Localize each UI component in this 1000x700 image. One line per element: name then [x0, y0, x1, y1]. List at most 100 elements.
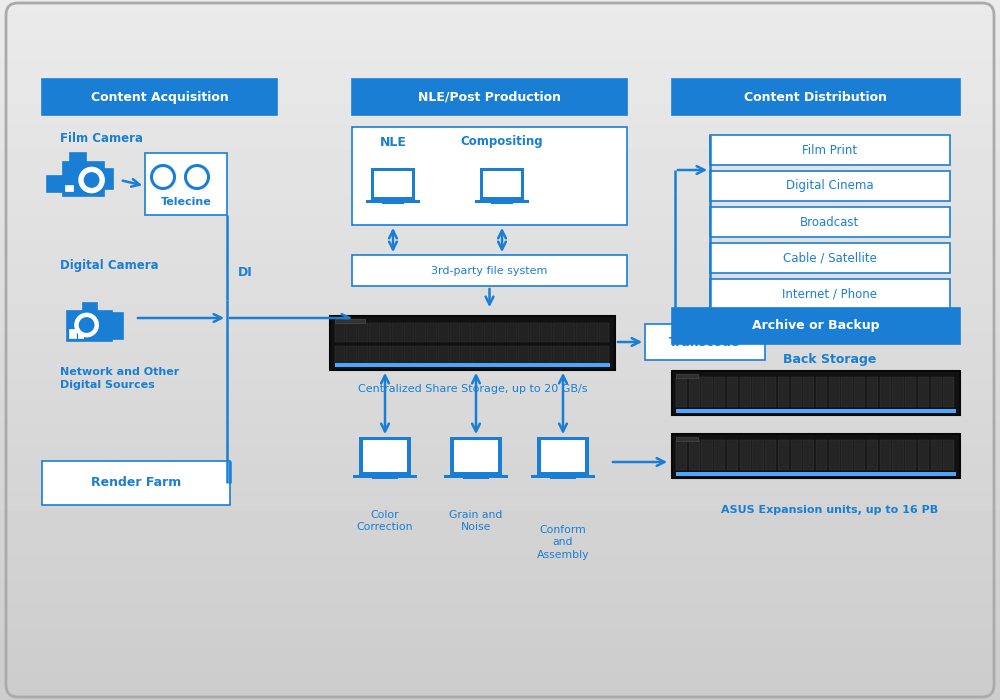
Text: Network and Other
Digital Sources: Network and Other Digital Sources: [60, 367, 179, 390]
Bar: [829, 440, 840, 470]
Bar: [83, 303, 96, 311]
Circle shape: [79, 318, 94, 332]
Bar: [752, 440, 764, 470]
Bar: [415, 323, 426, 342]
Bar: [537, 438, 589, 475]
Bar: [346, 323, 357, 342]
Bar: [710, 279, 950, 309]
Bar: [587, 323, 598, 342]
Bar: [701, 377, 713, 407]
Bar: [676, 374, 698, 378]
Bar: [463, 478, 489, 480]
Bar: [550, 478, 576, 480]
Text: Telecine: Telecine: [161, 197, 211, 207]
Bar: [710, 135, 950, 165]
Bar: [352, 127, 627, 225]
Text: DI: DI: [238, 265, 253, 279]
Bar: [791, 440, 802, 470]
Bar: [42, 461, 230, 505]
Bar: [507, 346, 517, 365]
Bar: [714, 440, 725, 470]
Bar: [104, 169, 113, 189]
Bar: [892, 377, 904, 407]
Bar: [676, 440, 687, 470]
Bar: [450, 323, 460, 342]
Bar: [892, 440, 904, 470]
Text: Digital Camera: Digital Camera: [60, 258, 159, 272]
Bar: [381, 346, 391, 365]
Bar: [335, 363, 610, 367]
Bar: [366, 200, 420, 203]
Bar: [672, 371, 960, 415]
Bar: [672, 79, 960, 115]
Bar: [475, 200, 529, 203]
Bar: [438, 346, 449, 365]
Text: Conform
and
Assembly: Conform and Assembly: [537, 525, 589, 560]
Bar: [943, 440, 954, 470]
Bar: [480, 168, 524, 200]
Bar: [491, 203, 513, 204]
Bar: [541, 346, 552, 365]
Bar: [564, 323, 575, 342]
Bar: [495, 346, 506, 365]
Bar: [461, 323, 471, 342]
Bar: [905, 377, 916, 407]
Text: Centralized Share Storage, up to 20 GB/s: Centralized Share Storage, up to 20 GB/s: [358, 384, 588, 394]
Bar: [541, 323, 552, 342]
Bar: [931, 377, 942, 407]
Bar: [599, 323, 609, 342]
Text: 3rd-party file system: 3rd-party file system: [431, 265, 548, 276]
Bar: [382, 203, 404, 204]
Bar: [472, 323, 483, 342]
Text: Internet / Phone: Internet / Phone: [782, 288, 878, 300]
Circle shape: [84, 173, 99, 187]
Bar: [553, 346, 563, 365]
Bar: [369, 323, 380, 342]
Bar: [507, 323, 517, 342]
Text: Render Farm: Render Farm: [91, 477, 181, 489]
Bar: [829, 377, 840, 407]
Bar: [645, 324, 765, 360]
Bar: [415, 346, 426, 365]
Bar: [854, 440, 865, 470]
Bar: [564, 346, 575, 365]
Bar: [404, 346, 414, 365]
Bar: [518, 323, 529, 342]
Bar: [78, 333, 83, 337]
Bar: [518, 346, 529, 365]
Bar: [530, 323, 540, 342]
Bar: [438, 323, 449, 342]
Circle shape: [74, 312, 99, 337]
Bar: [374, 171, 412, 197]
Bar: [358, 323, 368, 342]
Bar: [676, 437, 698, 441]
Bar: [778, 440, 789, 470]
Bar: [816, 377, 827, 407]
Bar: [943, 377, 954, 407]
Text: Film Camera: Film Camera: [60, 132, 143, 144]
Text: NLE/Post Production: NLE/Post Production: [418, 90, 561, 104]
Bar: [918, 440, 929, 470]
Text: ASUS Expansion units, up to 16 PB: ASUS Expansion units, up to 16 PB: [721, 505, 939, 515]
Bar: [65, 186, 73, 191]
Bar: [530, 346, 540, 365]
Bar: [371, 168, 415, 200]
Bar: [778, 377, 789, 407]
Bar: [676, 472, 956, 475]
Bar: [63, 162, 104, 196]
Bar: [484, 346, 494, 365]
Bar: [931, 440, 942, 470]
Bar: [358, 346, 368, 365]
Bar: [392, 323, 403, 342]
Bar: [740, 377, 751, 407]
Bar: [576, 323, 586, 342]
Text: Film Print: Film Print: [802, 144, 858, 157]
Circle shape: [75, 314, 98, 337]
Bar: [689, 377, 700, 407]
Bar: [710, 243, 950, 273]
Bar: [335, 346, 345, 365]
Bar: [553, 323, 563, 342]
Bar: [353, 475, 417, 478]
Bar: [701, 440, 713, 470]
Bar: [531, 475, 595, 478]
